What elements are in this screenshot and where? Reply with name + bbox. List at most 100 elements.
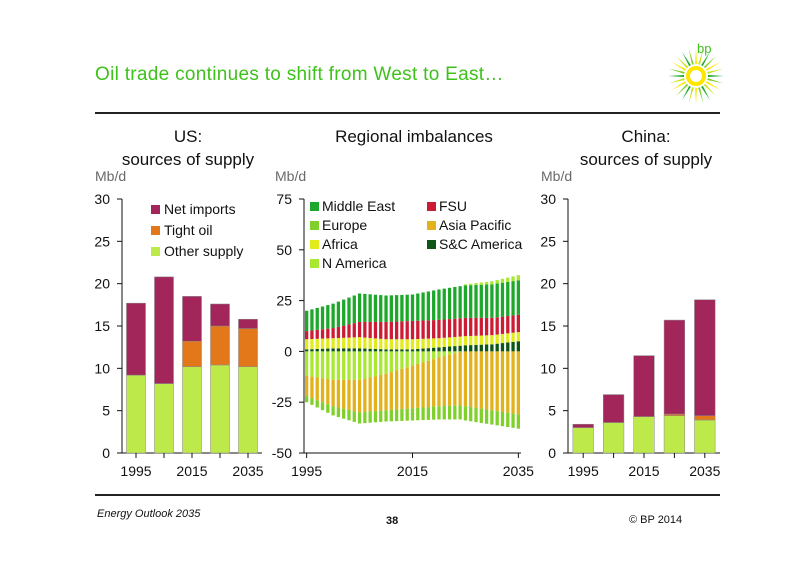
bar-africa-2023 [453, 336, 457, 347]
bar-sandc-america-2007 [368, 348, 372, 352]
bar-fsu-2023 [453, 318, 457, 337]
bar-sandc-america-2026 [469, 345, 473, 352]
bar-fsu-2035 [516, 314, 520, 333]
bar-europe-2034 [511, 413, 515, 428]
bar-net-imports-2025 [663, 319, 685, 415]
y-tick-label: 0 [102, 445, 110, 461]
bar-n-america-2026 [469, 283, 473, 286]
bar-asia-pacific-2011 [389, 372, 393, 410]
bar-asia-pacific-2032 [500, 351, 505, 412]
bar-n-america-2035 [516, 275, 520, 281]
bar-asia-pacific-2007 [368, 377, 372, 412]
bar-asia-pacific-2010 [384, 373, 388, 411]
bar-fsu-2003 [347, 324, 351, 338]
bar-africa-2034 [511, 332, 515, 342]
bar-middle-east-2017 [421, 292, 425, 321]
bar-asia-pacific-2019 [432, 359, 436, 407]
bar-europe-2027 [474, 407, 478, 423]
bar-n-america-2032 [500, 278, 505, 283]
helios-ray [671, 62, 688, 72]
bar-fsu-2011 [389, 321, 393, 340]
bar-africa-2001 [336, 337, 341, 349]
bar-middle-east-2030 [490, 284, 494, 318]
y-tick-label: -25 [272, 394, 292, 410]
bar-fsu-1997 [315, 329, 319, 339]
bar-middle-east-2031 [495, 283, 499, 318]
bar-middle-east-2015 [410, 294, 415, 321]
bar-sandc-america-1998 [320, 348, 325, 352]
bar-middle-east-2018 [426, 291, 431, 321]
y-tick-label: -50 [272, 445, 292, 461]
bar-fsu-2000 [331, 328, 335, 339]
bar-asia-pacific-2013 [400, 368, 404, 410]
bar-asia-pacific-2031 [495, 351, 499, 412]
bar-africa-1995 [305, 339, 309, 350]
y-tick-label: 50 [276, 242, 292, 258]
bar-other-supply-2005 [603, 422, 625, 454]
chart-title-line: China: [621, 127, 670, 146]
bar-europe-2003 [347, 409, 351, 421]
bp-helios-icon [668, 48, 724, 104]
helios-ray [700, 51, 710, 68]
bar-other-supply-1995 [126, 374, 146, 454]
bar-europe-2024 [458, 405, 462, 420]
bar-n-america-2008 [373, 351, 378, 377]
bar-n-america-1997 [315, 351, 319, 378]
bar-europe-1995 [305, 396, 309, 403]
y-tick-label: 30 [540, 191, 556, 207]
bar-sandc-america-2035 [516, 341, 520, 352]
bar-net-imports-1995 [126, 302, 146, 376]
bar-middle-east-2013 [400, 294, 404, 322]
bar-fsu-1995 [305, 331, 309, 340]
bar-fsu-2015 [410, 320, 415, 340]
bar-africa-2011 [389, 339, 393, 350]
y-tick-label: 5 [102, 403, 110, 419]
bar-n-america-2009 [379, 351, 383, 375]
bar-n-america-2004 [352, 351, 356, 380]
bar-middle-east-2002 [342, 299, 346, 326]
bar-sandc-america-2013 [400, 349, 404, 352]
bar-sandc-america-2031 [495, 343, 499, 352]
helios-ray [682, 51, 692, 68]
bar-asia-pacific-2023 [453, 353, 457, 406]
helios-ray [676, 56, 690, 70]
bar-europe-2011 [389, 409, 393, 422]
bar-fsu-2029 [484, 317, 489, 336]
bar-europe-2018 [426, 407, 431, 420]
bar-sandc-america-2008 [373, 348, 378, 352]
bar-asia-pacific-2008 [373, 376, 378, 412]
bar-europe-2032 [500, 411, 505, 427]
bp-logo-text: bp [697, 41, 712, 56]
bar-asia-pacific-2022 [447, 354, 452, 406]
helios-ray [682, 84, 692, 101]
bar-sandc-america-2018 [426, 348, 431, 352]
bar-sandc-america-1997 [315, 348, 319, 352]
helios-ray [705, 77, 724, 84]
chart-title-line: sources of supply [122, 150, 255, 169]
bar-n-america-2022 [447, 351, 452, 355]
bar-sandc-america-2017 [421, 348, 425, 352]
bar-africa-2002 [342, 337, 346, 349]
bar-africa-2019 [432, 338, 436, 348]
bar-asia-pacific-2005 [357, 379, 362, 413]
bar-asia-pacific-1999 [326, 379, 330, 405]
bar-n-america-2029 [484, 281, 489, 285]
bar-sandc-america-2005 [357, 348, 362, 352]
bar-asia-pacific-2029 [484, 351, 489, 410]
bar-europe-2019 [432, 406, 436, 420]
legend-swatch-n-america [310, 259, 319, 268]
bar-fsu-2006 [363, 321, 367, 338]
bar-net-imports-2015 [182, 296, 202, 342]
bar-europe-2000 [331, 406, 335, 416]
bar-middle-east-2000 [331, 303, 335, 329]
bar-sandc-america-2022 [447, 346, 452, 352]
bar-asia-pacific-2026 [469, 351, 473, 408]
x-tick-label: 1995 [120, 463, 151, 479]
bar-europe-2016 [416, 407, 420, 421]
bar-middle-east-2033 [506, 281, 510, 317]
bar-n-america-1999 [326, 351, 330, 380]
x-tick-label: 2035 [503, 463, 534, 479]
bar-fsu-2032 [500, 316, 505, 334]
legend-swatch-other-supply [151, 247, 160, 256]
bar-asia-pacific-2033 [506, 351, 510, 413]
